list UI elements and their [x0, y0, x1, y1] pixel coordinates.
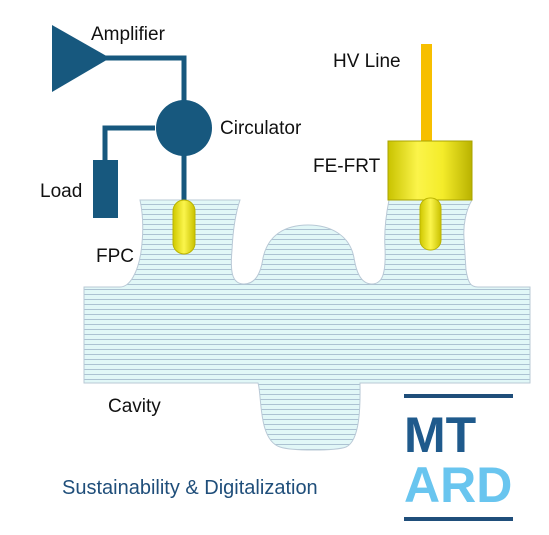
- waveguide-wires: [102, 55, 187, 203]
- circulator-icon: [156, 100, 212, 156]
- wire-amplifier-circulator: [105, 55, 187, 105]
- tagline: Sustainability & Digitalization: [62, 477, 318, 499]
- logo-ard: ARD: [404, 457, 512, 513]
- label-amplifier: Amplifier: [91, 24, 166, 45]
- hv-line: [421, 44, 432, 144]
- logo-mt: MT: [404, 407, 476, 463]
- amplifier-icon: [52, 25, 110, 92]
- fpc-antenna: [172, 199, 196, 255]
- label-circulator: Circulator: [220, 118, 302, 139]
- fe-frt-block: [387, 140, 473, 201]
- mt-ard-logo: MT ARD: [404, 394, 513, 521]
- load-icon: [93, 160, 118, 218]
- label-load: Load: [40, 181, 82, 202]
- label-cavity: Cavity: [108, 396, 161, 417]
- cavity-body: [83, 199, 531, 451]
- fe-frt-antenna: [419, 197, 442, 251]
- label-fpc: FPC: [96, 246, 134, 267]
- label-fe-frt: FE-FRT: [313, 156, 381, 177]
- label-hv-line: HV Line: [333, 51, 401, 72]
- wire-circulator-load: [102, 125, 155, 162]
